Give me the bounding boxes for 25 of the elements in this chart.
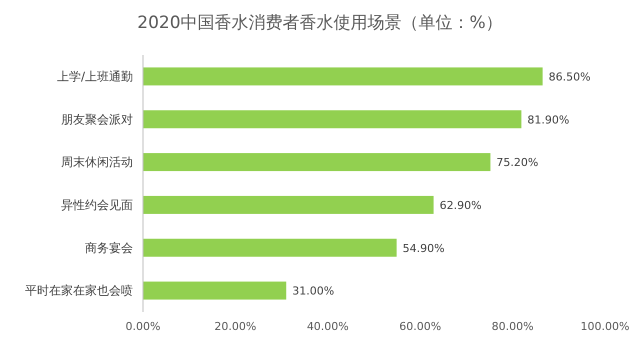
bar xyxy=(143,153,490,172)
data-label: 62.90% xyxy=(440,198,482,212)
x-tick-label: 100.00% xyxy=(580,320,630,333)
data-label: 54.90% xyxy=(402,242,445,255)
chart-title: 2020中国香水消费者香水使用场景（单位：%） xyxy=(137,13,503,33)
bar xyxy=(143,110,522,128)
data-label: 86.50% xyxy=(548,70,591,84)
data-label: 81.90% xyxy=(527,113,570,126)
y-tick-label: 朋友聚会派对 xyxy=(61,112,133,126)
bar xyxy=(143,238,397,257)
data-label: 75.20% xyxy=(496,156,538,170)
y-tick-label: 平时在家在家也会喷 xyxy=(25,284,133,298)
x-tick-label: 60.00% xyxy=(399,320,442,333)
y-tick-label: 周末休闲活动 xyxy=(61,155,133,170)
x-tick-label: 80.00% xyxy=(492,320,534,333)
bar xyxy=(143,196,434,214)
y-tick-label: 异性约会见面 xyxy=(61,198,133,212)
data-label: 31.00% xyxy=(292,284,334,298)
bar xyxy=(143,282,286,300)
x-tick-label: 0.00% xyxy=(126,320,160,333)
y-tick-label: 上学/上班通勤 xyxy=(56,69,133,84)
y-tick-label: 商务宴会 xyxy=(85,240,133,255)
x-tick-label: 40.00% xyxy=(306,320,349,333)
x-tick-label: 20.00% xyxy=(214,320,256,333)
bar xyxy=(143,67,543,86)
